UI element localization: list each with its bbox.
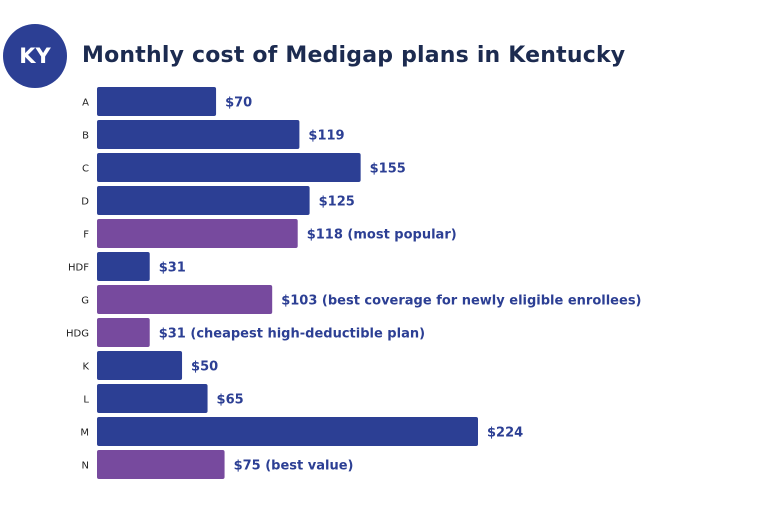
data-label: $224	[487, 426, 523, 441]
bar-a	[97, 87, 217, 116]
bar-c	[97, 153, 361, 182]
bar-d	[97, 186, 310, 215]
category-label: L	[83, 395, 89, 406]
category-label: M	[80, 428, 89, 439]
category-label: D	[81, 197, 89, 208]
data-label: $125	[319, 195, 355, 210]
bar-hdg	[97, 318, 150, 347]
bar-k	[97, 351, 183, 380]
bar-f	[97, 219, 298, 248]
bar-b	[97, 120, 300, 149]
category-label: B	[82, 131, 89, 142]
data-label: $31 (cheapest high-deductible plan)	[159, 327, 425, 342]
bar-l	[97, 384, 208, 413]
bar-hdf	[97, 252, 150, 281]
data-label: $65	[217, 393, 244, 408]
category-label: G	[81, 296, 89, 307]
data-label: $103 (best coverage for newly eligible e…	[281, 294, 641, 309]
state-badge: KY	[3, 24, 67, 88]
data-label: $119	[308, 129, 344, 144]
data-label: $50	[191, 360, 218, 375]
category-label: F	[83, 230, 89, 241]
bar-n	[97, 450, 225, 479]
data-label: $75 (best value)	[234, 459, 354, 474]
category-label: HDF	[68, 263, 89, 274]
bar-g	[97, 285, 273, 314]
category-label: A	[82, 98, 89, 109]
category-label: HDG	[66, 329, 89, 340]
data-label: $155	[370, 162, 406, 177]
data-label: $70	[225, 96, 252, 111]
chart-title: Monthly cost of Medigap plans in Kentuck…	[82, 43, 626, 68]
bar-m	[97, 417, 478, 446]
category-label: K	[82, 362, 89, 373]
category-label: N	[82, 461, 89, 472]
category-label: C	[82, 164, 89, 175]
data-label: $118 (most popular)	[307, 228, 457, 243]
data-label: $31	[159, 261, 186, 276]
